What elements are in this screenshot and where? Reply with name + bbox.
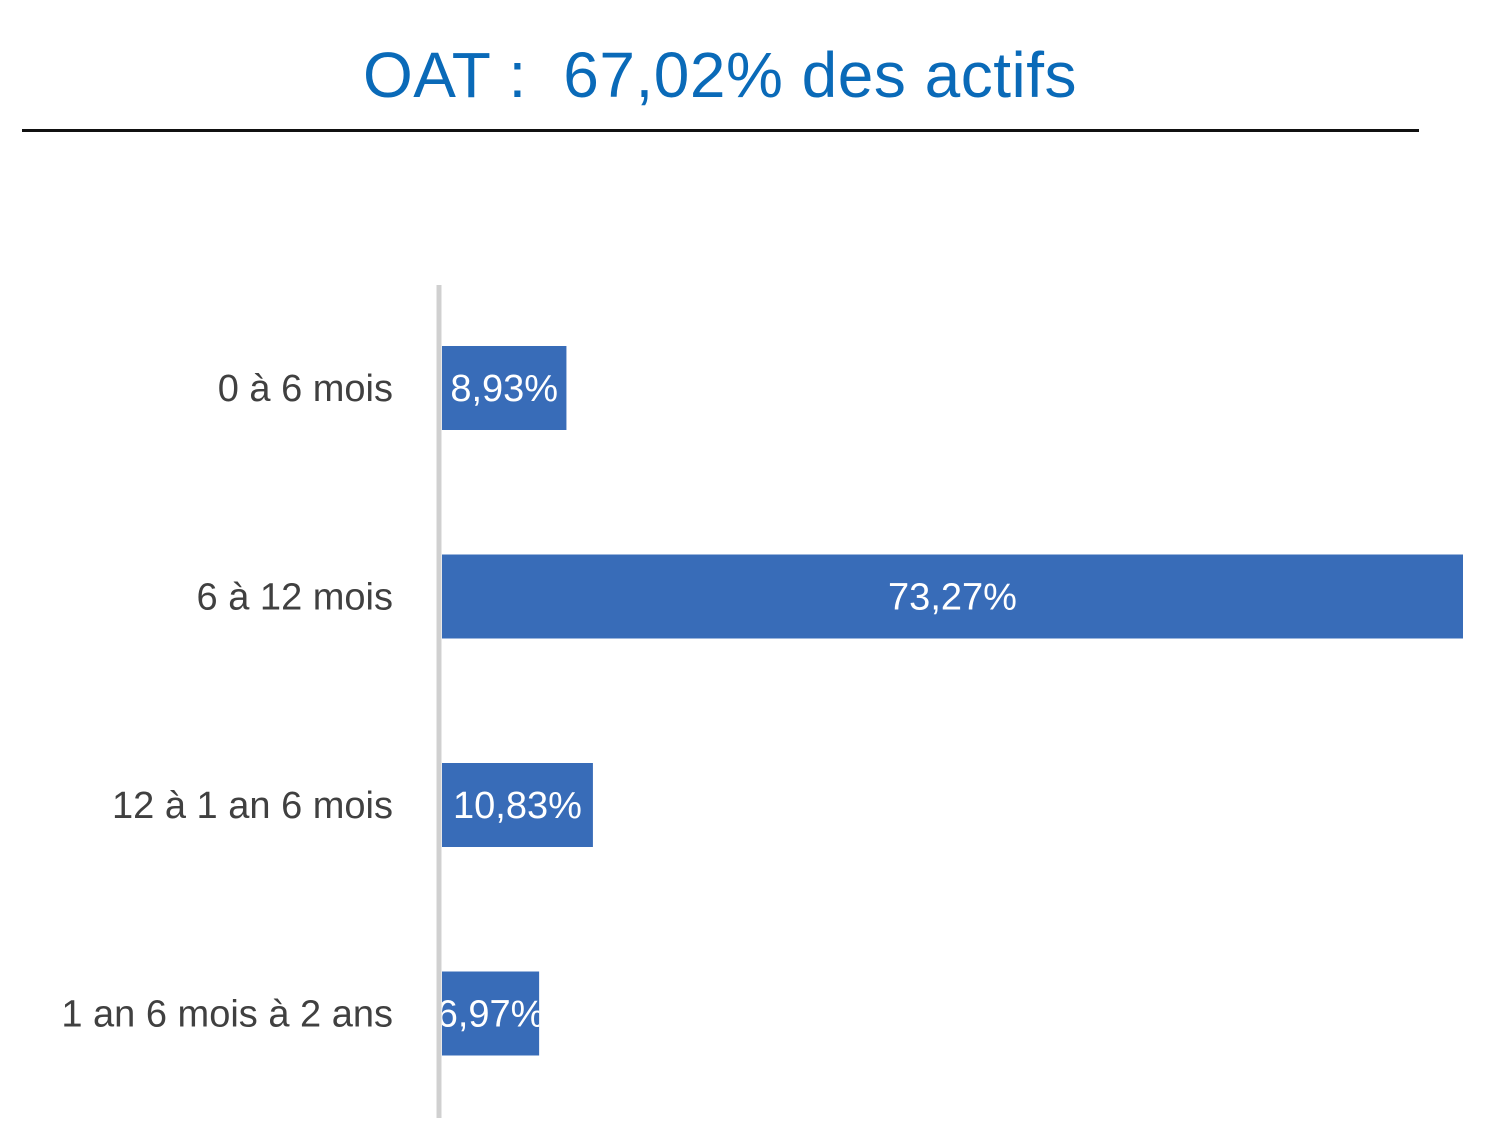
data-label-1: 8,93%: [450, 368, 558, 410]
bar-2: [442, 554, 1463, 639]
category-label-3: 12 à 1 an 6 mois: [112, 785, 393, 827]
labels-layer: 0 à 6 mois 6 à 12 mois 12 à 1 an 6 mois 1 a…: [61, 368, 393, 1036]
bar-4: [442, 971, 540, 1056]
bar-1: [442, 346, 567, 430]
data-label-4: 6,97%: [437, 994, 545, 1036]
data-label-3: 10,83%: [453, 785, 582, 827]
bars-layer: 8,93% 73,27% 10,83% 6,97%: [437, 346, 1463, 1056]
data-label-2: 73,27%: [888, 577, 1017, 619]
chart-title: OAT : 67,02% des actifs: [363, 39, 1077, 111]
category-label-4: 1 an 6 mois à 2 ans: [61, 994, 393, 1036]
category-label-2: 6 à 12 mois: [197, 577, 393, 619]
title-underline: [22, 129, 1419, 132]
category-label-1: 0 à 6 mois: [218, 368, 393, 410]
bar-3: [442, 763, 593, 847]
